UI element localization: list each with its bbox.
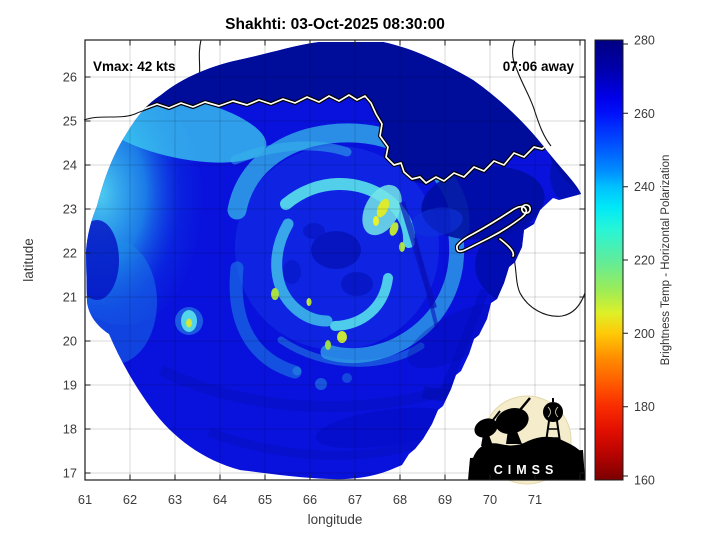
time-away-annotation: 07:06 away [503,59,575,74]
land-navy-region [86,42,581,200]
x-axis-tick-labels: 61 62 63 64 65 66 67 68 69 70 71 [78,492,542,507]
figure-title: Shakhti: 03-Oct-2025 08:30:00 [225,16,445,33]
water-tower-icon [543,398,563,457]
vmax-annotation: Vmax: 42 kts [93,59,176,74]
y-tick-label: 22 [63,246,77,261]
y-tick-label: 19 [63,378,77,393]
y-tick-label: 18 [63,422,77,437]
gridlines [85,40,585,480]
colorbar-tick-label: 200 [634,327,655,341]
y-axis-label: latitude [21,238,36,282]
x-axis-label: longitude [308,512,363,527]
logo-banner [468,450,585,480]
cimss-logo: CIMSS [468,395,585,485]
logo-text: CIMSS [494,463,559,477]
x-tick-label: 61 [78,492,92,507]
colorbar-tick-labels: 280 260 240 220 200 180 160 [634,34,655,488]
y-tick-label: 23 [63,202,77,217]
x-tick-label: 68 [393,492,407,507]
x-tick-label: 69 [438,492,452,507]
x-tick-label: 70 [483,492,497,507]
axis-tick-marks [84,40,585,480]
x-tick-label: 67 [348,492,362,507]
x-tick-label: 62 [123,492,137,507]
gulf-water-patch [411,207,463,237]
x-tick-label: 64 [213,492,227,507]
x-tick-label: 66 [303,492,317,507]
colorbar: 280 260 240 220 200 180 160 Brightness T… [594,34,672,488]
colorbar-tick-label: 160 [634,474,655,488]
y-tick-label: 20 [63,334,77,349]
colorbar-tick-label: 220 [634,254,655,268]
colorbar-tick-label: 180 [634,400,655,414]
x-tick-label: 71 [528,492,542,507]
plot-area: CIMSS Vmax: 42 kts 07:06 away [83,39,586,485]
west-dark-patch [86,220,119,300]
coastline-inside-swath [139,93,551,258]
y-tick-label: 17 [63,466,77,481]
colorbar-axis-label: Brightness Temp - Horizontal Polarizatio… [660,155,672,366]
colorbar-tick-label: 260 [634,107,655,121]
colorbar-tick-label: 280 [634,34,655,48]
y-axis-tick-labels: 26 25 24 23 22 21 20 19 18 17 [63,70,77,481]
colorbar-gradient [594,39,624,481]
y-tick-label: 26 [63,70,77,85]
colorbar-tick-label: 240 [634,180,655,194]
axes-frame [84,39,586,481]
colorbar-tick-marks [623,43,628,477]
x-tick-label: 63 [168,492,182,507]
y-tick-label: 21 [63,290,77,305]
y-tick-label: 25 [63,114,77,129]
x-tick-label: 65 [258,492,272,507]
y-tick-label: 24 [63,158,77,173]
satellite-dish-icon [474,397,531,446]
